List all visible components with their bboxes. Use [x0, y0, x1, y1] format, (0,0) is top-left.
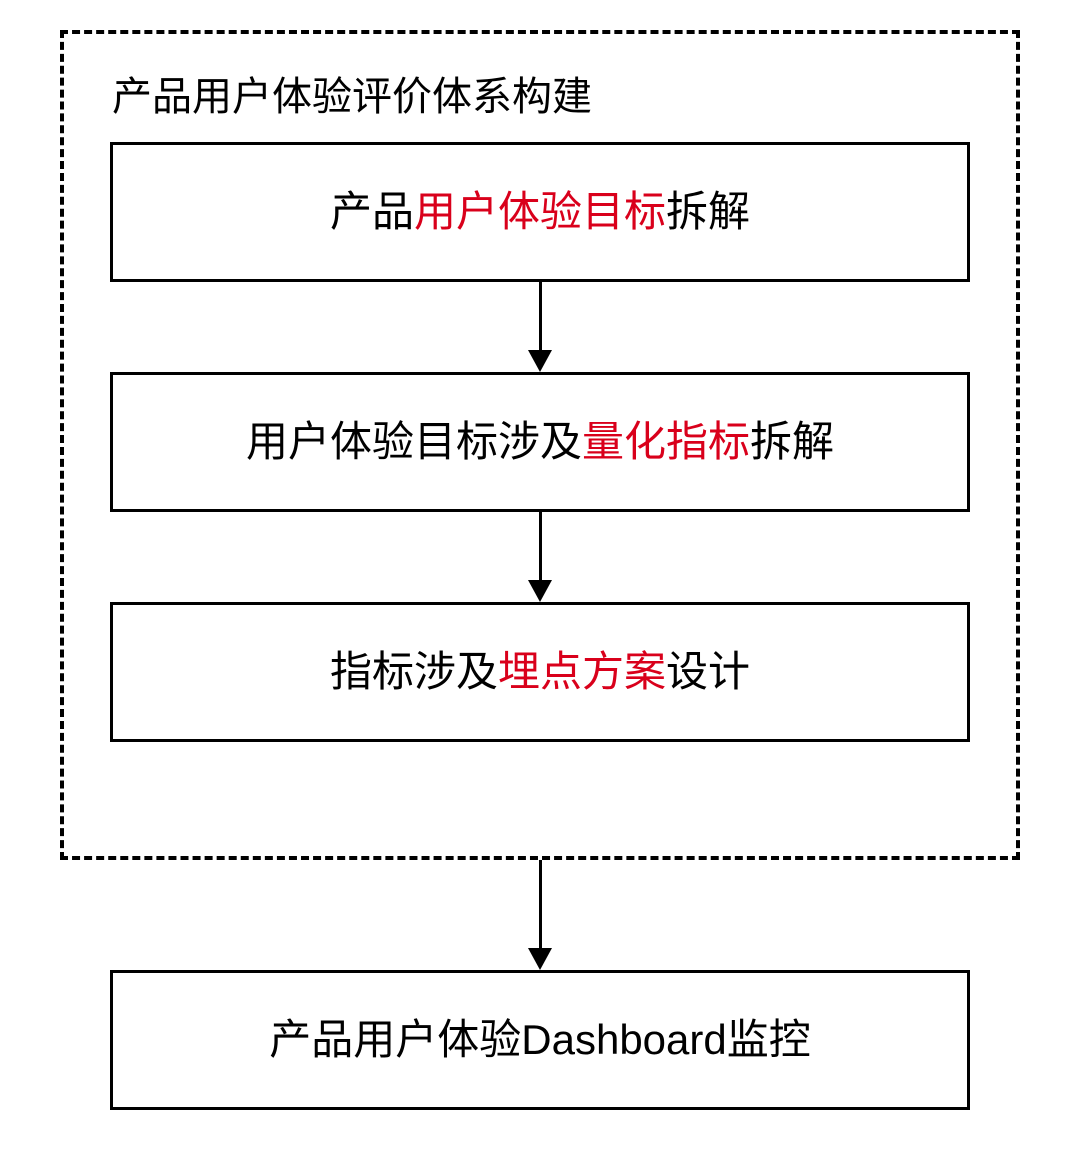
arrow-line-icon — [539, 282, 542, 354]
container-title: 产品用户体验评价体系构建 — [104, 64, 976, 122]
node-1-seg-1: 用户体验目标 — [414, 191, 666, 233]
arrow-1-to-2 — [104, 282, 976, 372]
dashed-group-container: 产品用户体验评价体系构建 产品用户体验目标拆解 用户体验目标涉及量化指标拆解 指… — [60, 30, 1020, 860]
arrow-2-to-3 — [104, 512, 976, 602]
node-2-seg-2: 拆解 — [750, 421, 834, 463]
flow-node-1: 产品用户体验目标拆解 — [110, 142, 970, 282]
node-3-seg-1: 埋点方案 — [498, 651, 666, 693]
node-2-seg-1: 量化指标 — [582, 421, 750, 463]
flowchart-diagram: 产品用户体验评价体系构建 产品用户体验目标拆解 用户体验目标涉及量化指标拆解 指… — [60, 30, 1020, 1145]
node-1-seg-2: 拆解 — [666, 191, 750, 233]
flow-node-3: 指标涉及埋点方案设计 — [110, 602, 970, 742]
flow-node-4: 产品用户体验Dashboard监控 — [110, 970, 970, 1110]
arrow-line-icon — [539, 512, 542, 584]
flow-node-2: 用户体验目标涉及量化指标拆解 — [110, 372, 970, 512]
arrow-line-icon — [539, 860, 542, 952]
node-3-seg-0: 指标涉及 — [330, 651, 498, 693]
arrow-head-icon — [528, 580, 552, 602]
node-3-seg-2: 设计 — [666, 651, 750, 693]
arrow-head-icon — [528, 350, 552, 372]
node-4-seg-0: 产品用户体验Dashboard监控 — [269, 1019, 810, 1061]
arrow-head-icon — [528, 948, 552, 970]
node-2-seg-0: 用户体验目标涉及 — [246, 421, 582, 463]
node-1-seg-0: 产品 — [330, 191, 414, 233]
arrow-3-to-4 — [528, 860, 552, 970]
